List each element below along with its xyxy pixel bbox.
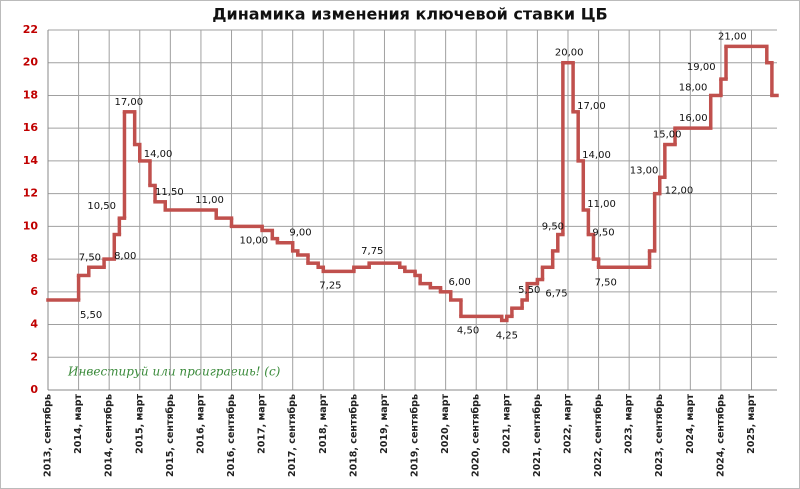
chart-title: Динамика изменения ключевой ставки ЦБ [212, 5, 608, 24]
value-label: 5,50 [518, 285, 540, 296]
value-label: 7,75 [361, 246, 383, 257]
value-label: 4,50 [457, 325, 479, 336]
watermark: Инвестируй или проиграешь! (с) [67, 365, 281, 379]
value-label: 11,00 [587, 199, 616, 210]
x-tick-label: 2020, март [440, 394, 451, 454]
value-label: 7,50 [79, 252, 101, 263]
value-label: 9,50 [542, 222, 564, 233]
x-tick-label: 2016, сентябрь [226, 394, 237, 477]
x-tick-label: 2025, март [746, 394, 757, 454]
value-label: 6,00 [449, 277, 471, 288]
x-tick-label: 2024, март [685, 394, 696, 454]
x-tick-label: 2023, март [624, 394, 635, 454]
x-tick-label: 2015, март [134, 394, 145, 454]
x-tick-label: 2022, сентябрь [593, 394, 604, 477]
x-tick-label: 2023, сентябрь [654, 394, 665, 477]
value-label: 18,00 [679, 82, 708, 93]
y-tick-label: 12 [23, 187, 38, 200]
x-tick-label: 2017, март [257, 394, 268, 454]
value-label: 11,50 [155, 187, 184, 198]
value-label: 10,50 [87, 201, 116, 212]
x-tick-label: 2013, сентябрь [43, 394, 54, 477]
value-label: 17,00 [114, 97, 143, 108]
y-tick-label: 22 [23, 23, 38, 36]
y-tick-label: 8 [30, 252, 38, 265]
value-label: 10,00 [240, 235, 269, 246]
y-tick-label: 16 [23, 121, 39, 134]
x-tick-label: 2015, сентябрь [165, 394, 176, 477]
value-label: 7,50 [595, 277, 617, 288]
x-tick-label: 2022, март [562, 394, 573, 454]
y-tick-label: 10 [23, 219, 39, 232]
value-label: 9,00 [289, 228, 311, 239]
x-tick-label: 2017, сентябрь [287, 394, 298, 477]
value-label: 12,00 [665, 186, 694, 197]
value-label: 14,00 [144, 149, 173, 160]
value-label: 7,25 [319, 280, 341, 291]
x-tick-label: 2018, март [318, 394, 329, 454]
y-tick-label: 20 [23, 56, 39, 69]
value-label: 4,25 [496, 330, 518, 341]
value-label: 13,00 [630, 165, 659, 176]
y-tick-label: 18 [23, 88, 38, 101]
value-label: 19,00 [687, 62, 716, 73]
x-tick-label: 2021, сентябрь [532, 394, 543, 477]
x-tick-label: 2018, сентябрь [348, 394, 359, 477]
x-tick-label: 2019, сентябрь [410, 394, 421, 477]
value-label: 8,00 [114, 251, 136, 262]
y-tick-label: 6 [30, 285, 38, 298]
y-tick-label: 2 [30, 350, 38, 363]
y-tick-label: 0 [30, 383, 38, 396]
x-tick-label: 2014, март [73, 394, 84, 454]
value-label: 15,00 [653, 130, 682, 141]
value-label: 9,50 [592, 228, 614, 239]
x-tick-label: 2020, сентябрь [471, 394, 482, 477]
x-tick-label: 2019, март [379, 394, 390, 454]
value-label: 5,50 [80, 310, 102, 321]
value-label: 17,00 [577, 101, 606, 112]
x-tick-label: 2024, сентябрь [715, 394, 726, 477]
value-label: 11,00 [195, 195, 224, 206]
value-label: 14,00 [582, 150, 611, 161]
value-label: 6,75 [545, 289, 567, 300]
x-tick-label: 2014, сентябрь [104, 394, 115, 477]
x-tick-label: 2016, март [195, 394, 206, 454]
value-label: 16,00 [679, 113, 708, 124]
x-tick-label: 2021, март [501, 394, 512, 454]
y-tick-label: 4 [30, 318, 38, 331]
value-label: 20,00 [555, 48, 584, 59]
y-tick-label: 14 [23, 154, 39, 167]
value-label: 21,00 [718, 31, 747, 42]
